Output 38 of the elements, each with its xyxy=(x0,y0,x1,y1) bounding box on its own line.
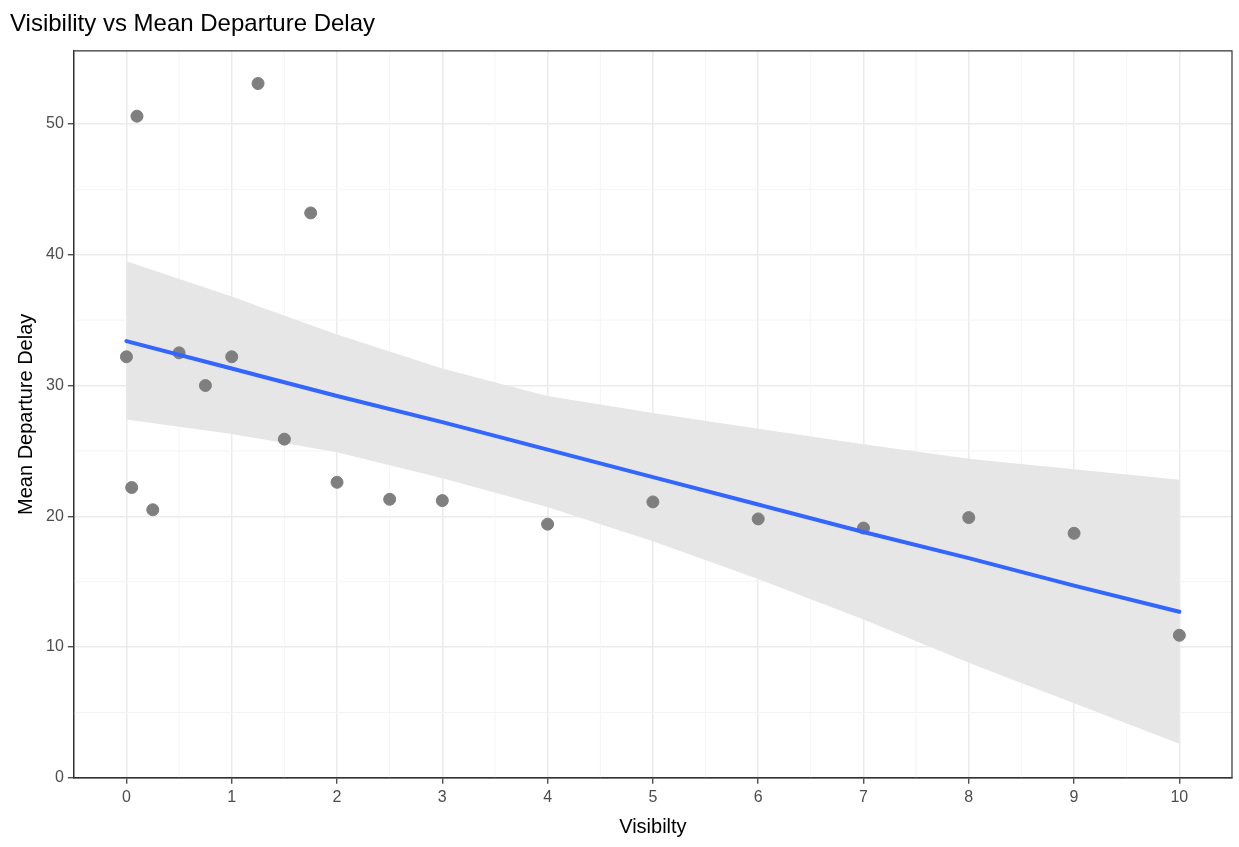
x-tick-label: 8 xyxy=(964,787,974,805)
point xyxy=(646,495,660,509)
point xyxy=(751,512,765,526)
y-tick-label: 30 xyxy=(46,375,64,393)
point xyxy=(125,481,139,495)
y-tick-label: 20 xyxy=(46,506,64,524)
x-tick-label: 7 xyxy=(859,787,869,805)
point xyxy=(277,432,291,446)
point xyxy=(130,109,144,123)
x-tick-label: 2 xyxy=(332,787,342,805)
x-tick-label: 9 xyxy=(1069,787,1079,805)
point xyxy=(541,517,555,531)
x-tick-label: 0 xyxy=(121,787,131,805)
x-tick-label: 10 xyxy=(1170,787,1189,805)
point xyxy=(304,206,318,220)
point xyxy=(962,511,976,525)
point xyxy=(251,76,265,90)
point xyxy=(1067,526,1081,540)
x-tick-label: 3 xyxy=(437,787,447,805)
chart-title: Visibility vs Mean Departure Delay xyxy=(10,9,376,37)
x-tick-label: 4 xyxy=(543,787,553,805)
point xyxy=(435,494,449,508)
point xyxy=(146,503,160,517)
y-tick-label: 40 xyxy=(46,245,64,263)
point xyxy=(119,350,133,364)
point xyxy=(330,475,344,489)
y-tick-label: 50 xyxy=(46,114,64,132)
x-tick-label: 5 xyxy=(648,787,658,805)
point xyxy=(1172,628,1186,642)
point xyxy=(383,492,397,506)
point xyxy=(198,379,212,393)
x-axis-title: Visibilty xyxy=(619,814,687,837)
x-tick-label: 1 xyxy=(227,787,237,805)
y-tick-label: 10 xyxy=(46,637,64,655)
x-tick-label: 6 xyxy=(753,787,763,805)
point xyxy=(225,350,239,364)
y-axis-title: Mean Departure Delay xyxy=(13,313,36,515)
y-tick-label: 0 xyxy=(54,768,64,786)
